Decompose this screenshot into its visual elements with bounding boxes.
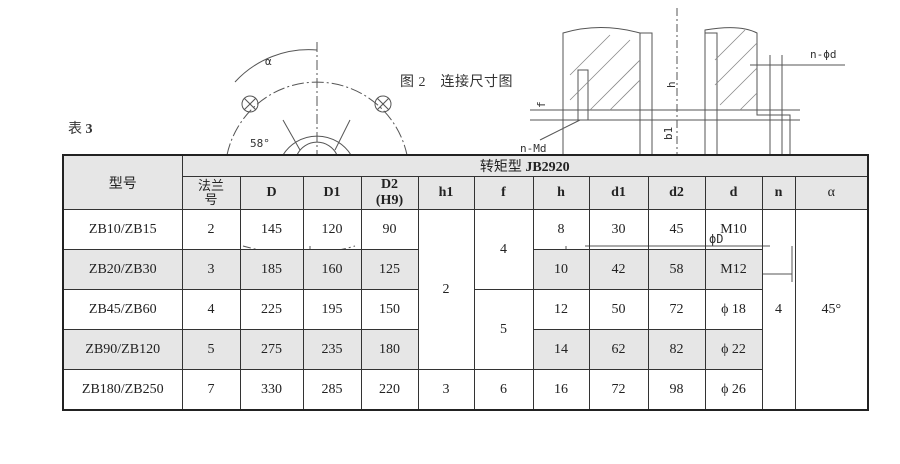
cell-h: 8	[532, 209, 590, 250]
col-h: h	[532, 176, 590, 210]
cell-model: ZB20/ZB30	[62, 249, 183, 290]
f-label: f	[535, 101, 548, 108]
cell-d: ϕ 22	[704, 329, 763, 370]
cell-d: ϕ 18	[704, 289, 763, 330]
cell-D: 275	[239, 329, 304, 370]
col-h1: h1	[417, 176, 475, 210]
col-d: d	[704, 176, 763, 210]
cell-f: 6	[473, 369, 534, 411]
cell-D1: 285	[302, 369, 362, 411]
n-phid-label: n-ϕd	[810, 48, 837, 61]
col-d1: d1	[588, 176, 649, 210]
cell-model: ZB90/ZB120	[62, 329, 183, 370]
cell-d1: 30	[588, 209, 649, 250]
cell-d2: 45	[647, 209, 706, 250]
cell-flange: 2	[181, 209, 241, 250]
col-D1: D1	[302, 176, 362, 210]
cell-D2: 125	[360, 249, 419, 290]
alpha-label: α	[265, 55, 272, 68]
col-D: D	[239, 176, 304, 210]
cell-d: M12	[704, 249, 763, 290]
col-alpha: α	[794, 176, 869, 210]
cell-model: ZB10/ZB15	[62, 209, 183, 250]
cell-f-merged: 5	[473, 289, 534, 370]
cell-d2: 98	[647, 369, 706, 411]
cell-d1: 62	[588, 329, 649, 370]
cell-d: M10	[704, 209, 763, 250]
cell-D1: 195	[302, 289, 362, 330]
table-row: ZB180/ZB250 7 330 285 220 3 6 16 72 98 ϕ…	[62, 369, 868, 411]
cell-flange: 5	[181, 329, 241, 370]
angle-label: 58°	[250, 137, 270, 150]
table-row: ZB20/ZB30 3 185 160 125 10 42 58 M12	[62, 249, 868, 290]
cell-D1: 120	[302, 209, 362, 250]
cell-d: ϕ 26	[704, 369, 763, 411]
cell-model: ZB45/ZB60	[62, 289, 183, 330]
cell-d2: 58	[647, 249, 706, 290]
group-header: 转矩型 JB2920	[181, 154, 869, 177]
cell-D2: 220	[360, 369, 419, 411]
col-d2: d2	[647, 176, 706, 210]
cell-D2: 90	[360, 209, 419, 250]
cell-D1: 235	[302, 329, 362, 370]
col-n: n	[761, 176, 796, 210]
h-label: h	[665, 81, 678, 88]
model-header: 型号	[62, 154, 183, 210]
cell-d2: 82	[647, 329, 706, 370]
table-row: ZB90/ZB120 5 275 235 180 14 62 82 ϕ 22	[62, 329, 868, 370]
cell-h: 16	[532, 369, 590, 411]
figure-caption: 图 2 连接尺寸图	[400, 75, 513, 90]
table-label-prefix: 表	[68, 122, 82, 137]
dimension-table: 型号 转矩型 JB2920 法兰号 D D1 D2 (H9) h1 f h d1…	[62, 154, 869, 411]
cell-h: 14	[532, 329, 590, 370]
cell-flange: 4	[181, 289, 241, 330]
group-header-prefix: 转矩型	[479, 160, 526, 175]
cell-flange: 3	[181, 249, 241, 290]
table-label-number: 3	[85, 122, 93, 137]
table-label: 表 3	[68, 118, 93, 138]
cell-flange: 7	[181, 369, 241, 411]
b1-label: b1	[662, 127, 675, 140]
col-f: f	[473, 176, 534, 210]
cell-D: 185	[239, 249, 304, 290]
cell-D2: 150	[360, 289, 419, 330]
n-md-label: n-Md	[520, 142, 547, 155]
cell-D: 225	[239, 289, 304, 330]
cell-f-merged: 4	[473, 209, 534, 290]
cell-h1-merged: 2	[417, 209, 475, 370]
table-row: ZB10/ZB15 2 145 120 90 2 4 8 30 45 M10 4…	[62, 209, 869, 411]
cell-n-merged: 4	[761, 209, 796, 411]
cell-D: 330	[239, 369, 304, 411]
cell-alpha-merged: 45°	[794, 209, 869, 411]
cell-model: ZB180/ZB250	[62, 369, 183, 411]
cell-D: 145	[239, 209, 304, 250]
group-header-code: JB2920	[525, 160, 570, 175]
cell-h: 12	[532, 289, 590, 330]
cell-d2: 72	[647, 289, 706, 330]
cell-D2: 180	[360, 329, 419, 370]
cell-D1: 160	[302, 249, 362, 290]
cell-d1: 72	[588, 369, 649, 411]
cell-h1: 3	[417, 369, 475, 411]
table-row: ZB45/ZB60 4 225 195 150 5 12 50 72 ϕ 18	[62, 289, 868, 370]
col-D2: D2 (H9)	[360, 176, 419, 210]
cell-h: 10	[532, 249, 590, 290]
cell-d1: 50	[588, 289, 649, 330]
col-flange: 法兰号	[181, 176, 241, 210]
cell-d1: 42	[588, 249, 649, 290]
